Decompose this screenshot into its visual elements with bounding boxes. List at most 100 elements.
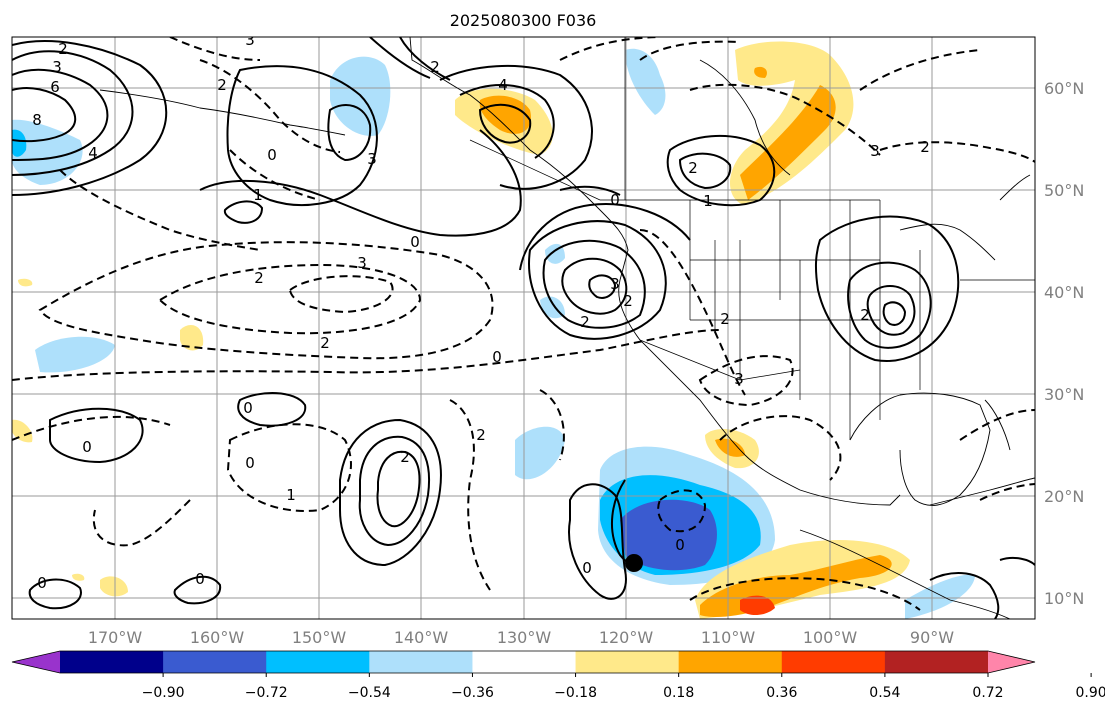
shade-pos-sw bbox=[12, 419, 33, 443]
contour-label: 0 bbox=[245, 454, 255, 472]
lon-tick-label: 120°W bbox=[599, 628, 654, 647]
colorbar-tick-label: −0.18 bbox=[554, 685, 597, 701]
lat-axis: 60°N 50°N 40°N 30°N 20°N 10°N bbox=[1044, 79, 1084, 608]
contour-label: 2 bbox=[58, 40, 68, 58]
lon-tick-label: 100°W bbox=[803, 628, 858, 647]
colorbar-tick-label: 0.36 bbox=[766, 685, 797, 701]
contour-label: 0 bbox=[37, 574, 47, 592]
colorbar-segment bbox=[163, 651, 267, 673]
coast-greatlakes bbox=[899, 223, 996, 261]
contour-label: 0 bbox=[675, 536, 685, 554]
contour-label: 3 bbox=[734, 370, 744, 388]
colorbar-segment bbox=[575, 651, 680, 673]
contour-label: 3 bbox=[357, 254, 367, 272]
coast-hudson bbox=[699, 59, 791, 176]
storm-marker bbox=[610, 479, 643, 572]
contour-label: 3 bbox=[870, 142, 880, 160]
lat-tick-label: 50°N bbox=[1044, 181, 1084, 200]
shade-pos-hudson-north bbox=[754, 66, 767, 78]
lon-tick-label: 110°W bbox=[701, 628, 756, 647]
positive-contours bbox=[12, 37, 1035, 619]
colorbar-tick-label: −0.36 bbox=[451, 685, 494, 701]
colorbar-segment bbox=[60, 651, 164, 673]
contour-label: 0 bbox=[267, 146, 277, 164]
contour-label: 2 bbox=[580, 313, 590, 331]
contour-label: 2 bbox=[430, 58, 440, 76]
coast-caribbean bbox=[929, 477, 1035, 506]
shade-neg-gulf bbox=[905, 574, 975, 619]
contour-label: 0 bbox=[195, 570, 205, 588]
colorbar-ticks: −0.90 −0.72 −0.54 −0.36 −0.18 0.18 0.36 0.54 0.7… bbox=[142, 673, 1105, 701]
contour-label: 2 bbox=[476, 426, 486, 444]
lon-tick-label: 170°W bbox=[88, 628, 143, 647]
lon-tick-label: 140°W bbox=[394, 628, 449, 647]
lat-tick-label: 10°N bbox=[1044, 589, 1084, 608]
lon-tick-label: 150°W bbox=[292, 628, 347, 647]
positive-shading bbox=[12, 41, 910, 619]
contour-label: 3 bbox=[610, 275, 620, 293]
coast-alaska bbox=[409, 37, 901, 506]
contour-label: 1 bbox=[253, 186, 263, 204]
contour-label: 2 bbox=[254, 269, 264, 287]
colorbar-segment bbox=[884, 651, 989, 673]
colorbar-tick-label: −0.54 bbox=[348, 685, 391, 701]
colorbar-segment bbox=[266, 651, 370, 673]
colorbar-extend-high bbox=[988, 651, 1035, 673]
contour-label: 2 bbox=[688, 159, 698, 177]
shade-neg-baja bbox=[545, 243, 565, 264]
contour-label: 0 bbox=[82, 438, 92, 456]
contour-label: 2 bbox=[860, 306, 870, 324]
contour-label: 2 bbox=[217, 76, 227, 94]
colorbar-segment bbox=[472, 651, 577, 673]
map-frame bbox=[11, 36, 1036, 620]
contour-label: 4 bbox=[88, 144, 98, 162]
colorbar-tick-label: −0.72 bbox=[245, 685, 288, 701]
lon-tick-label: 160°W bbox=[190, 628, 245, 647]
coast-aleutians bbox=[99, 89, 346, 136]
contour-label: 0 bbox=[492, 348, 502, 366]
lat-tick-label: 30°N bbox=[1044, 385, 1084, 404]
shade-pos-hudson-core bbox=[740, 85, 836, 200]
contour-label: 4 bbox=[498, 76, 508, 94]
negative-contours bbox=[12, 37, 1035, 611]
coast-ne bbox=[999, 174, 1031, 201]
contour-labels: 6 8 4 3 3 1 1 2 3 2 2 3 2 4 2 2 0 0 0 0 … bbox=[32, 31, 930, 592]
contour-label: 3 bbox=[52, 58, 62, 76]
lat-tick-label: 20°N bbox=[1044, 487, 1084, 506]
negative-shading bbox=[12, 48, 975, 619]
colorbar-tick-label: 0.54 bbox=[869, 685, 900, 701]
colorbar-segment bbox=[369, 651, 473, 673]
coast-central-am bbox=[799, 529, 1011, 619]
map-title: 2025080300 F036 bbox=[450, 11, 597, 30]
contour-label: 0 bbox=[610, 191, 620, 209]
lat-tick-label: 40°N bbox=[1044, 283, 1084, 302]
contour-label: 0 bbox=[410, 233, 420, 251]
contour-label: 3 bbox=[367, 150, 377, 168]
colorbar-extend-low bbox=[12, 651, 60, 673]
contour-label: 1 bbox=[703, 192, 713, 210]
shade-neg-westpac-core bbox=[12, 129, 27, 157]
shade-pos-dateline bbox=[180, 325, 204, 351]
contour-label: 2 bbox=[320, 334, 330, 352]
lon-tick-label: 90°W bbox=[910, 628, 954, 647]
colorbar-tick-label: 0.90 bbox=[1076, 685, 1105, 701]
political-borders bbox=[469, 37, 1035, 440]
shade-pos-central-am-red bbox=[740, 595, 775, 616]
contour-label: 2 bbox=[623, 292, 633, 310]
contour-label: 2 bbox=[920, 138, 930, 156]
coast-gulf bbox=[849, 392, 991, 506]
colorbar-segment bbox=[781, 651, 886, 673]
colorbar-tick-label: −0.90 bbox=[142, 685, 185, 701]
shade-neg-mid bbox=[515, 426, 565, 480]
map-area: 6 8 4 3 3 1 1 2 3 2 2 3 2 4 2 2 0 0 0 0 … bbox=[12, 31, 1035, 619]
shade-pos-hawaii-small bbox=[18, 278, 33, 287]
coast-florida bbox=[984, 399, 1011, 451]
shade-pos-dot bbox=[72, 573, 85, 581]
shade-pos-south bbox=[100, 576, 128, 597]
contour-label: 2 bbox=[400, 448, 410, 466]
coastlines bbox=[99, 37, 1035, 619]
contour-label: 3 bbox=[245, 31, 255, 49]
contour-label: 6 bbox=[50, 78, 60, 96]
shade-neg-epac-core bbox=[620, 499, 717, 571]
